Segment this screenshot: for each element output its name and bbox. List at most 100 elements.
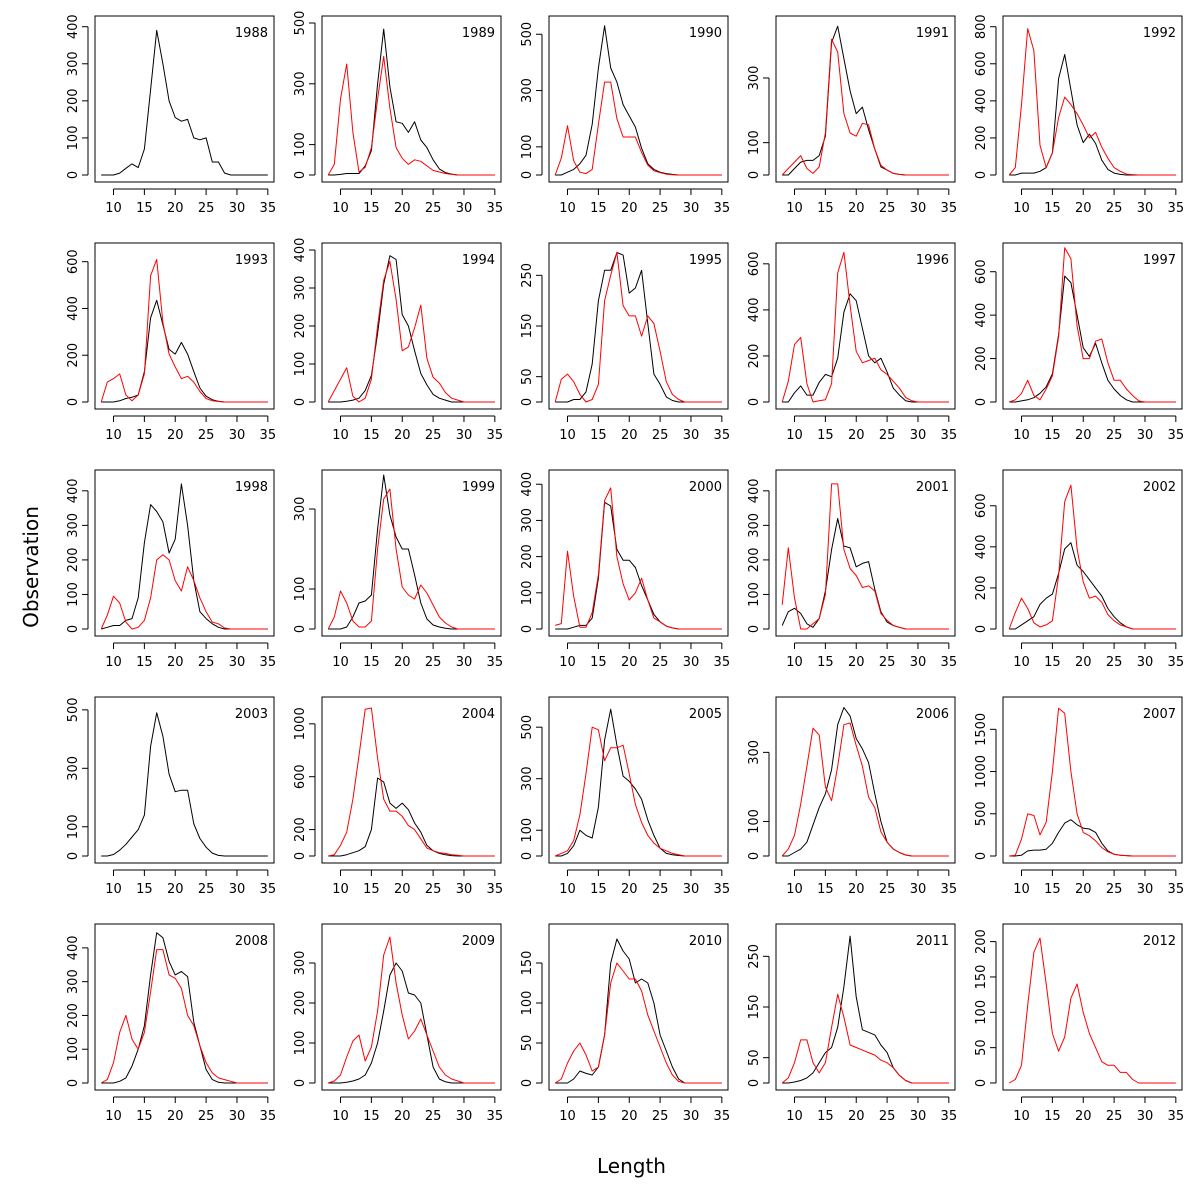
y-tick-label: 300 bbox=[747, 513, 762, 538]
x-tick-label: 15 bbox=[817, 1109, 834, 1124]
x-tick-label: 30 bbox=[456, 655, 473, 670]
x-tick-label: 35 bbox=[1168, 201, 1185, 216]
x-tick-label: 25 bbox=[425, 655, 442, 670]
x-tick-label: 30 bbox=[910, 882, 927, 897]
x-tick-label: 20 bbox=[394, 655, 411, 670]
black-series-line bbox=[555, 938, 722, 1084]
x-tick-label: 10 bbox=[559, 882, 576, 897]
y-tick-label: 600 bbox=[747, 251, 762, 276]
x-tick-label: 35 bbox=[487, 882, 504, 897]
x-tick-label: 35 bbox=[941, 201, 958, 216]
panel-1991: 10 15 20 25 30 35 0 100 300 1991 bbox=[747, 15, 958, 216]
x-tick-label: 10 bbox=[105, 428, 122, 443]
panel-1997: 10 15 20 25 30 35 0 200 400 600 1997 bbox=[974, 242, 1184, 443]
red-series-line bbox=[328, 936, 495, 1084]
y-tick-label: 0 bbox=[974, 852, 989, 860]
x-tick-label: 35 bbox=[260, 882, 277, 897]
x-tick-label: 20 bbox=[1075, 1109, 1092, 1124]
black-series-line bbox=[555, 25, 722, 176]
x-tick-label: 20 bbox=[848, 201, 865, 216]
y-tick-label: 0 bbox=[66, 625, 81, 633]
x-tick-label: 15 bbox=[590, 1109, 607, 1124]
y-tick-label: 200 bbox=[974, 929, 989, 954]
y-tick-label: 100 bbox=[747, 582, 762, 607]
black-series-line bbox=[782, 25, 949, 176]
x-tick-label: 10 bbox=[1013, 882, 1030, 897]
panel-frame bbox=[321, 242, 502, 410]
panel-1995: 10 15 20 25 30 35 0 50 150 250 1995 bbox=[520, 242, 730, 443]
panel-year-label: 1996 bbox=[916, 253, 949, 268]
panel-year-label: 1994 bbox=[462, 253, 495, 268]
y-tick-label: 600 bbox=[974, 493, 989, 518]
x-tick-label: 35 bbox=[941, 428, 958, 443]
x-tick-label: 35 bbox=[1168, 655, 1185, 670]
red-series-line bbox=[555, 726, 722, 857]
panel-frame bbox=[94, 15, 275, 183]
black-series-line bbox=[1009, 542, 1176, 630]
x-tick-label: 20 bbox=[848, 882, 865, 897]
x-tick-label: 30 bbox=[910, 428, 927, 443]
x-tick-label: 10 bbox=[786, 201, 803, 216]
panel-frame bbox=[1002, 696, 1183, 864]
x-tick-label: 30 bbox=[683, 201, 700, 216]
x-tick-label: 20 bbox=[621, 1109, 638, 1124]
y-tick-label: 600 bbox=[974, 51, 989, 76]
x-tick-label: 20 bbox=[1075, 882, 1092, 897]
x-tick-label: 35 bbox=[1168, 882, 1185, 897]
x-tick-label: 30 bbox=[910, 1109, 927, 1124]
x-tick-label: 25 bbox=[879, 201, 896, 216]
red-series-line bbox=[1009, 707, 1176, 857]
y-tick-label: 100 bbox=[293, 132, 308, 157]
x-tick-label: 15 bbox=[136, 882, 153, 897]
panel-year-label: 2000 bbox=[689, 480, 722, 495]
panel-frame bbox=[321, 15, 502, 183]
black-series-line bbox=[1009, 54, 1176, 176]
x-tick-label: 30 bbox=[1137, 1109, 1154, 1124]
x-tick-label: 30 bbox=[456, 428, 473, 443]
x-tick-label: 20 bbox=[1075, 201, 1092, 216]
x-tick-label: 35 bbox=[260, 1109, 277, 1124]
x-tick-label: 35 bbox=[487, 655, 504, 670]
panel-1994: 10 15 20 25 30 35 0 100 200 300 400 1994 bbox=[293, 238, 503, 443]
y-tick-label: 100 bbox=[293, 352, 308, 377]
panel-year-label: 2005 bbox=[689, 707, 722, 722]
x-tick-label: 10 bbox=[1013, 1109, 1030, 1124]
x-tick-label: 15 bbox=[136, 1109, 153, 1124]
y-tick-label: 0 bbox=[520, 1079, 535, 1087]
y-tick-label: 400 bbox=[66, 935, 81, 960]
x-tick-label: 25 bbox=[1106, 655, 1123, 670]
x-tick-label: 10 bbox=[786, 882, 803, 897]
x-tick-label: 25 bbox=[198, 201, 215, 216]
x-tick-label: 10 bbox=[559, 428, 576, 443]
black-series-line bbox=[101, 29, 268, 176]
x-tick-label: 10 bbox=[332, 1109, 349, 1124]
black-series-line bbox=[555, 708, 722, 857]
x-tick-label: 10 bbox=[105, 882, 122, 897]
red-series-line bbox=[328, 707, 495, 857]
y-tick-label: 0 bbox=[520, 625, 535, 633]
y-tick-label: 100 bbox=[520, 991, 535, 1016]
y-tick-label: 100 bbox=[293, 577, 308, 602]
y-tick-label: 600 bbox=[293, 764, 308, 789]
y-tick-label: 400 bbox=[66, 296, 81, 321]
x-tick-label: 20 bbox=[1075, 655, 1092, 670]
panel-frame bbox=[548, 15, 729, 183]
y-tick-label: 300 bbox=[66, 969, 81, 994]
x-tick-label: 20 bbox=[167, 201, 184, 216]
x-tick-label: 35 bbox=[487, 1109, 504, 1124]
x-tick-label: 15 bbox=[1044, 201, 1061, 216]
y-tick-label: 0 bbox=[293, 1079, 308, 1087]
x-tick-label: 25 bbox=[198, 882, 215, 897]
red-series-line bbox=[100, 554, 268, 630]
panel-2004: 10 15 20 25 30 35 0 200 600 1000 2004 bbox=[293, 696, 504, 897]
panel-frame bbox=[94, 469, 275, 637]
x-tick-label: 25 bbox=[425, 1109, 442, 1124]
panel-2012: 10 15 20 25 30 35 0 50 100 150 200 2012 bbox=[974, 923, 1184, 1124]
panel-year-label: 2003 bbox=[235, 707, 268, 722]
y-tick-label: 100 bbox=[520, 134, 535, 159]
y-tick-label: 300 bbox=[293, 497, 308, 522]
panel-year-label: 2004 bbox=[462, 707, 495, 722]
y-tick-label: 300 bbox=[293, 951, 308, 976]
panel-2003: 10 15 20 25 30 35 0 100 300 500 2003 bbox=[66, 696, 277, 897]
